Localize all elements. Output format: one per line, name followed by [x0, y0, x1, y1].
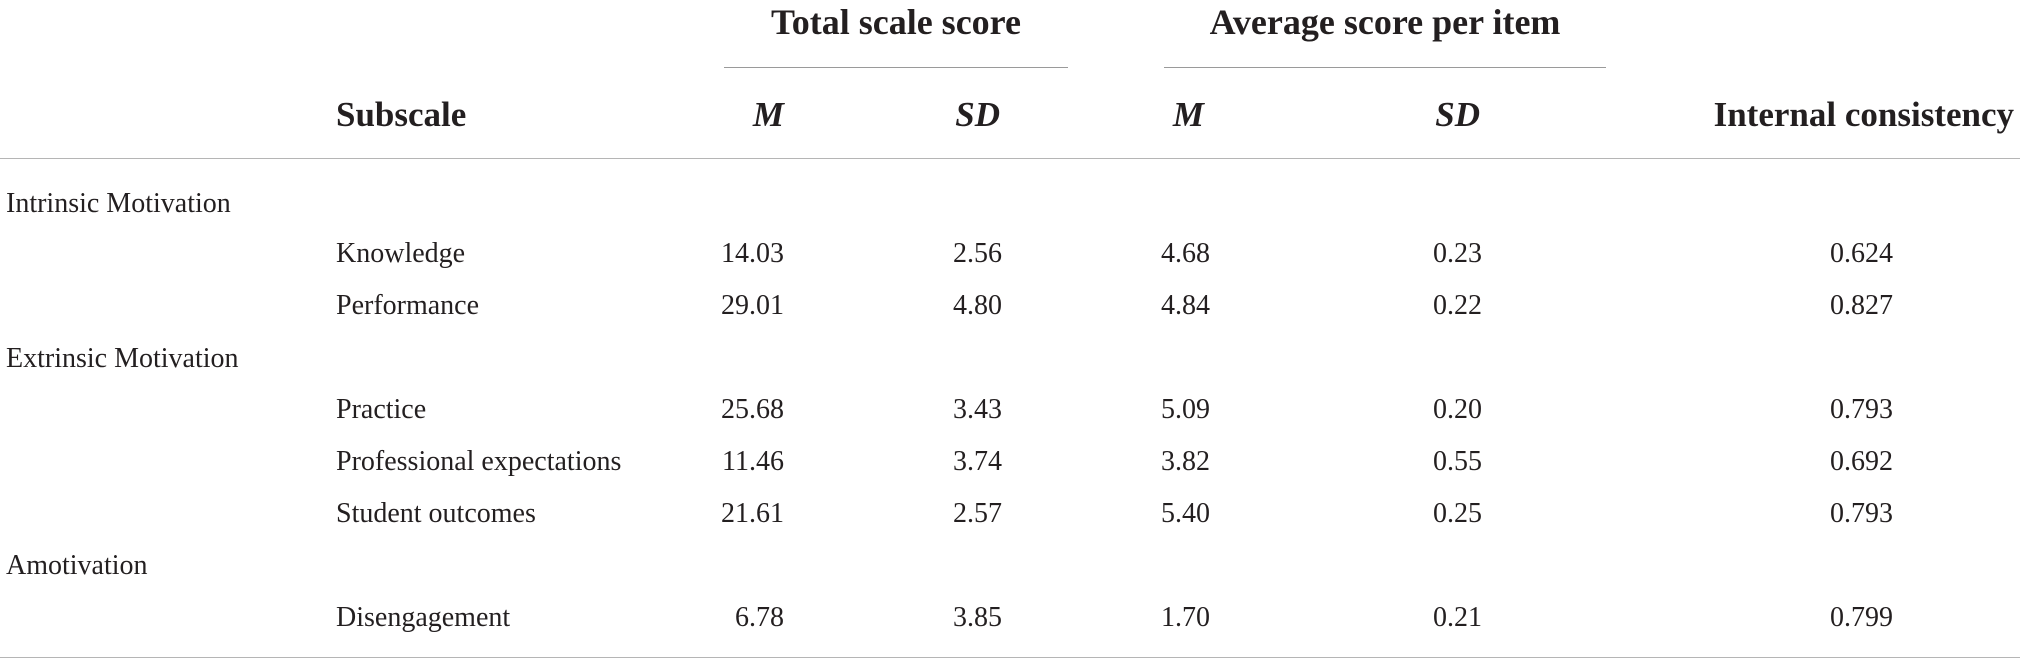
table-row: Professional expectations 11.46 3.74 3.8… [0, 436, 2020, 488]
column-header-total-sd: SD [955, 95, 1000, 134]
column-header-subscale: Subscale [336, 95, 467, 134]
cell-average-m: 5.09 [1161, 394, 1210, 425]
cell-total-sd: 2.56 [953, 238, 1002, 269]
table-bottom-rule [0, 657, 2020, 658]
cell-average-m: 4.84 [1161, 290, 1210, 321]
cell-average-m: 3.82 [1161, 446, 1210, 477]
cell-average-m: 5.40 [1161, 498, 1210, 529]
group-header-total-scale-score: Total scale score [771, 2, 1021, 42]
cell-internal-consistency: 0.793 [1830, 394, 1893, 425]
cell-total-sd: 2.57 [953, 498, 1002, 529]
cell-average-sd: 0.22 [1433, 290, 1482, 321]
cell-total-sd: 3.43 [953, 394, 1002, 425]
table-row: Performance 29.01 4.80 4.84 0.22 0.827 [0, 280, 2020, 332]
column-header-average-m: M [1172, 95, 1204, 134]
cell-average-m: 1.70 [1161, 602, 1210, 633]
cell-total-m: 29.01 [721, 290, 784, 321]
table-row: Disengagement 6.78 3.85 1.70 0.21 0.799 [0, 592, 2020, 644]
header-bottom-rule [0, 158, 2020, 159]
cell-total-sd: 3.74 [953, 446, 1002, 477]
cell-internal-consistency: 0.799 [1830, 602, 1893, 633]
cell-subscale: Knowledge [336, 238, 466, 269]
section-label-amotivation: Amotivation [6, 550, 148, 581]
table-row: Knowledge 14.03 2.56 4.68 0.23 0.624 [0, 228, 2020, 280]
table-row: Student outcomes 21.61 2.57 5.40 0.25 0.… [0, 488, 2020, 540]
cell-internal-consistency: 0.624 [1830, 238, 1893, 269]
cell-average-sd: 0.21 [1433, 602, 1482, 633]
cell-subscale: Disengagement [336, 602, 511, 633]
column-header-average-sd: SD [1435, 95, 1480, 134]
cell-total-m: 6.78 [735, 602, 784, 633]
group-header-average-score-per-item: Average score per item [1209, 2, 1561, 42]
cell-total-m: 21.61 [721, 498, 784, 529]
cell-subscale: Student outcomes [336, 498, 536, 529]
cell-internal-consistency: 0.793 [1830, 498, 1893, 529]
cell-total-sd: 4.80 [953, 290, 1002, 321]
cell-total-sd: 3.85 [953, 602, 1002, 633]
cell-internal-consistency: 0.827 [1830, 290, 1893, 321]
cell-internal-consistency: 0.692 [1830, 446, 1893, 477]
group-rule-average-score-per-item [1164, 67, 1606, 68]
group-rule-total-scale-score [724, 67, 1068, 68]
column-header-total-m: M [752, 95, 784, 134]
cell-subscale: Professional expectations [336, 446, 622, 477]
cell-subscale: Performance [336, 290, 480, 321]
column-header-internal-consistency: Internal consistency [1713, 95, 2014, 134]
section-label-extrinsic-motivation: Extrinsic Motivation [6, 343, 239, 374]
cell-average-sd: 0.23 [1433, 238, 1482, 269]
cell-total-m: 14.03 [721, 238, 784, 269]
cell-average-sd: 0.25 [1433, 498, 1482, 529]
cell-average-m: 4.68 [1161, 238, 1210, 269]
cell-subscale: Practice [336, 394, 427, 425]
cell-average-sd: 0.55 [1433, 446, 1482, 477]
cell-total-m: 11.46 [722, 446, 784, 477]
cell-total-m: 25.68 [721, 394, 784, 425]
table-row: Practice 25.68 3.43 5.09 0.20 0.793 [0, 384, 2020, 436]
cell-average-sd: 0.20 [1433, 394, 1482, 425]
section-label-intrinsic-motivation: Intrinsic Motivation [6, 188, 231, 219]
